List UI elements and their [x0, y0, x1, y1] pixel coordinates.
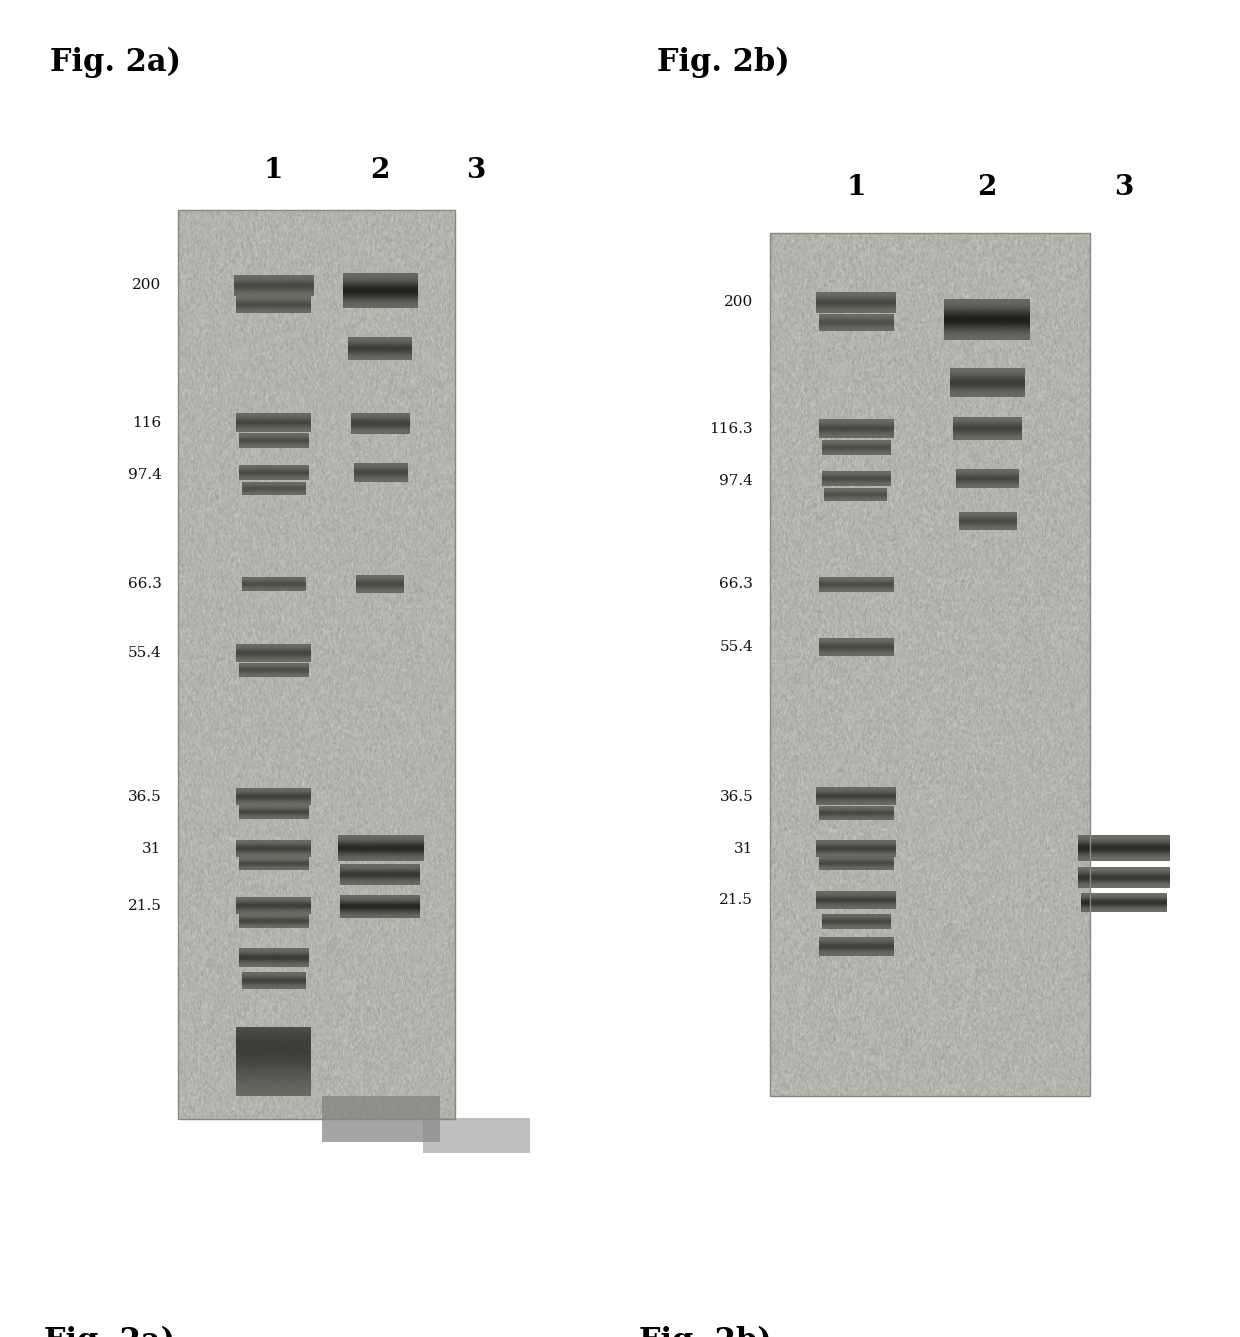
Text: 31: 31 [143, 841, 161, 856]
Text: 1: 1 [264, 156, 283, 183]
Text: Fig. 2a): Fig. 2a) [45, 1326, 175, 1337]
Text: 2: 2 [977, 174, 997, 201]
Text: 36.5: 36.5 [719, 790, 753, 804]
Text: 116.3: 116.3 [709, 422, 753, 436]
Text: 97.4: 97.4 [719, 473, 753, 488]
Text: Fig. 2b): Fig. 2b) [639, 1326, 771, 1337]
Text: 116: 116 [133, 416, 161, 431]
Text: 200: 200 [724, 295, 753, 309]
Text: 55.4: 55.4 [719, 640, 753, 654]
Text: Fig. 2b): Fig. 2b) [657, 47, 790, 78]
Text: 1: 1 [846, 174, 866, 201]
Text: Fig. 2a): Fig. 2a) [50, 47, 181, 78]
Bar [177, 210, 455, 1119]
Bar [770, 234, 1090, 1096]
Text: 66.3: 66.3 [719, 578, 753, 591]
Text: 97.4: 97.4 [128, 468, 161, 481]
Text: 55.4: 55.4 [128, 646, 161, 660]
Text: 200: 200 [133, 278, 161, 293]
Text: 21.5: 21.5 [719, 893, 753, 908]
Text: 2: 2 [371, 156, 389, 183]
Text: 36.5: 36.5 [128, 790, 161, 804]
Text: 66.3: 66.3 [128, 578, 161, 591]
Text: 3: 3 [1115, 174, 1133, 201]
Text: 21.5: 21.5 [128, 898, 161, 913]
Text: 31: 31 [734, 841, 753, 856]
Text: 3: 3 [466, 156, 486, 183]
